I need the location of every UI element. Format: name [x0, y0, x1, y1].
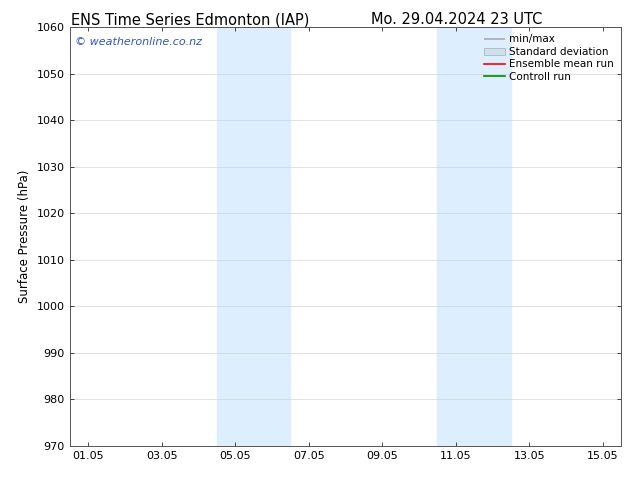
- Text: Mo. 29.04.2024 23 UTC: Mo. 29.04.2024 23 UTC: [371, 12, 542, 27]
- Text: © weatheronline.co.nz: © weatheronline.co.nz: [75, 37, 202, 48]
- Text: ENS Time Series Edmonton (IAP): ENS Time Series Edmonton (IAP): [71, 12, 309, 27]
- Legend: min/max, Standard deviation, Ensemble mean run, Controll run: min/max, Standard deviation, Ensemble me…: [482, 32, 616, 84]
- Bar: [437, 27, 511, 446]
- Bar: [217, 27, 290, 446]
- Y-axis label: Surface Pressure (hPa): Surface Pressure (hPa): [18, 170, 31, 303]
